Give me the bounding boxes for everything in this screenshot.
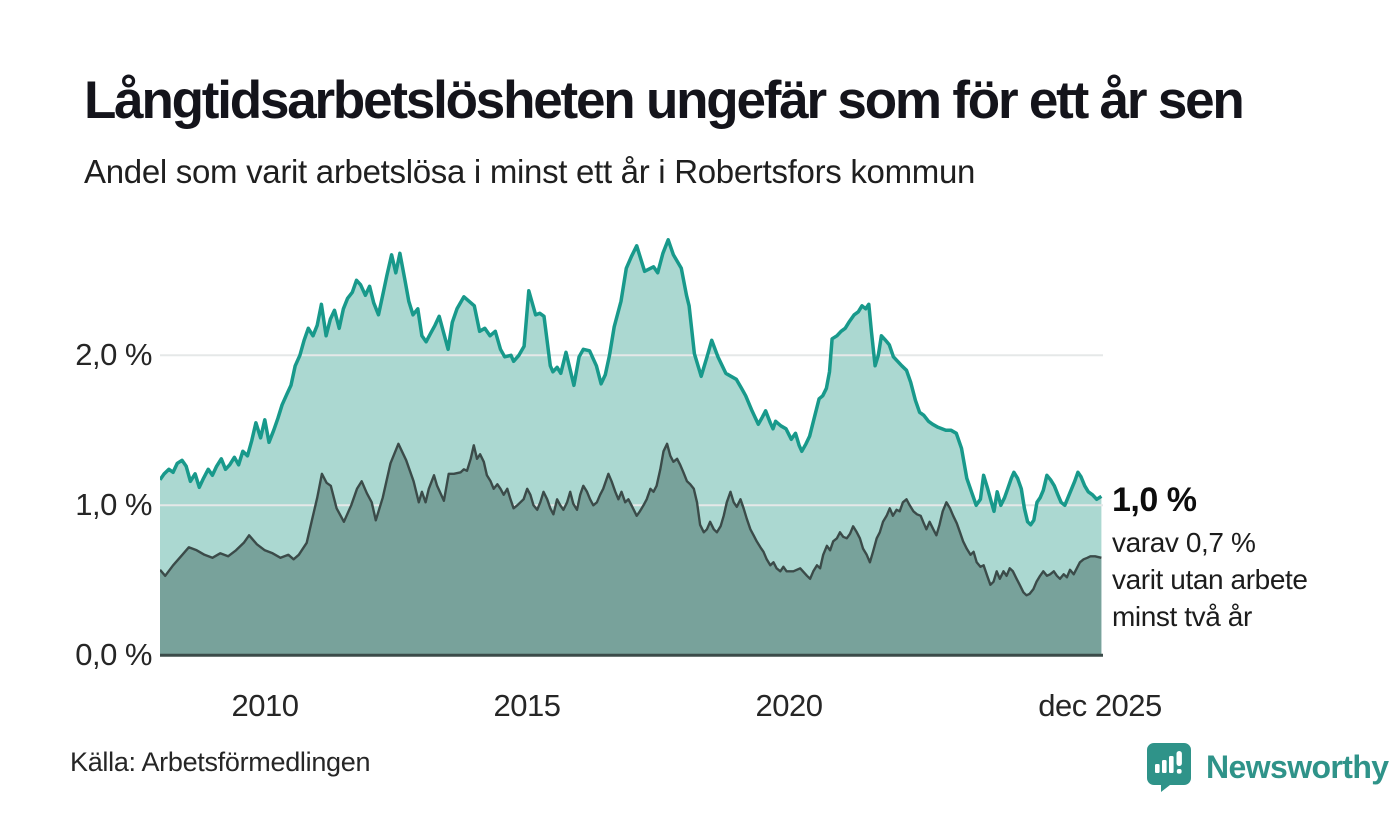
y-axis-tick-1: 1,0 % <box>75 487 152 522</box>
annotation-line-3: minst två år <box>1112 601 1252 632</box>
series-min-two-years-line <box>160 442 1102 597</box>
x-axis-tick-2020: 2020 <box>755 688 823 723</box>
latest-value-label: 1,0 % <box>1112 481 1197 519</box>
area-chart <box>160 238 1103 657</box>
y-axis-tick-2: 2,0 % <box>75 337 152 372</box>
annotation-line-2: varit utan arbete <box>1112 564 1308 595</box>
page-title: Långtidsarbetslösheten ungefär som för e… <box>84 71 1245 130</box>
x-axis-tick-2010: 2010 <box>231 688 299 723</box>
chart-speech-bubble-icon <box>1147 743 1191 792</box>
annotation-line-1: varav 0,7 % <box>1112 527 1256 558</box>
brand-wordmark: Newsworthy <box>1206 748 1389 785</box>
x-axis-tick-dec-2025: dec 2025 <box>1038 688 1162 723</box>
series-min-two-years-area <box>160 443 1102 656</box>
x-axis-tick-2015: 2015 <box>493 688 561 723</box>
newsworthy-logo: Newsworthy <box>1146 742 1389 792</box>
source-note: Källa: Arbetsförmedlingen <box>70 747 371 777</box>
annotation-detail: varav 0,7 % varit utan arbete minst två … <box>1112 524 1397 635</box>
y-axis-tick-0: 0,0 % <box>75 637 152 672</box>
chart-subtitle: Andel som varit arbetslösa i minst ett å… <box>84 153 976 190</box>
series-min-one-year-line <box>160 238 1103 527</box>
